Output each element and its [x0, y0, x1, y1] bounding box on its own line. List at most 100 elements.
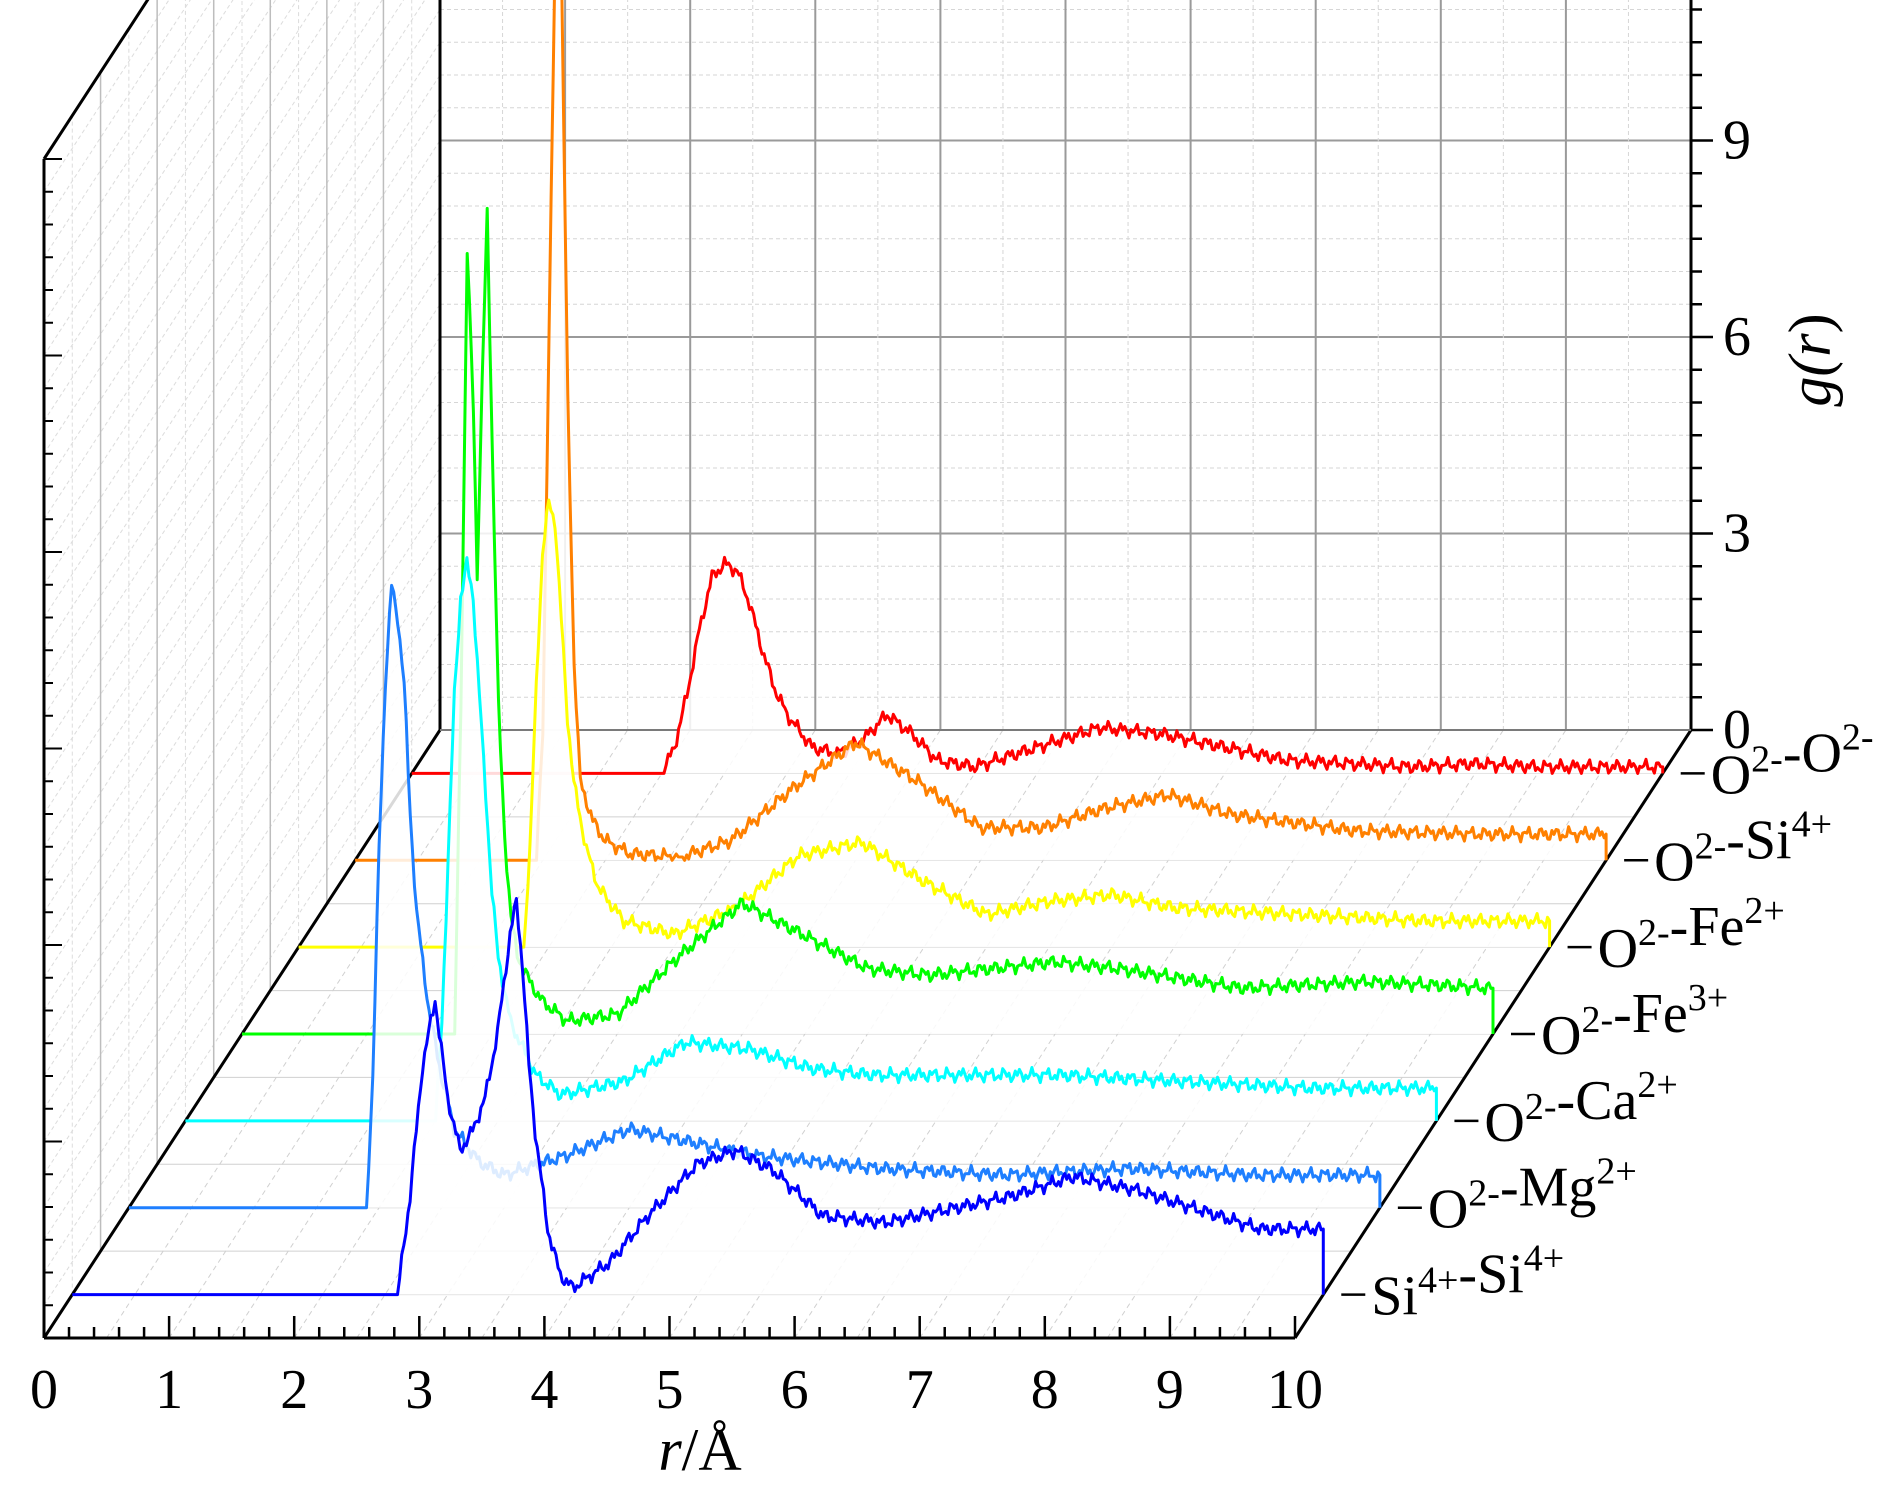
series-label: O2--Ca2+ — [1484, 1064, 1677, 1154]
series-label-sup: 4+ — [1792, 803, 1832, 845]
z-tick-label: 6 — [1723, 306, 1751, 368]
series-label: O2--Si4+ — [1654, 803, 1832, 893]
series-fill — [185, 557, 1437, 1121]
x-tick-label: 1 — [155, 1359, 183, 1421]
left-wall-grid — [43, 631, 441, 1241]
frame-edge — [42, 0, 150, 160]
z-axis-title-arg: r — [1777, 333, 1843, 357]
left-wall-grid — [43, 696, 441, 1306]
x-tick-label: 3 — [405, 1359, 433, 1421]
series-line — [128, 583, 1382, 1210]
series-label-sup: 2- — [1842, 716, 1874, 758]
left-wall-grid — [43, 336, 441, 946]
x-axis-title: r/Å — [658, 1417, 741, 1483]
left-wall-grid — [43, 9, 441, 618]
series-label-base: O — [1801, 722, 1841, 784]
series-fill — [298, 500, 1550, 948]
series-label-sup: 2- — [1468, 1173, 1500, 1215]
series-label-sup: 2- — [1581, 999, 1613, 1041]
left-wall-grid — [43, 205, 441, 815]
left-wall-grid — [43, 500, 441, 1110]
series-label-sup: 4+ — [1418, 1260, 1458, 1302]
series-label-base: Mg — [1519, 1157, 1597, 1219]
left-wall-grid — [43, 467, 441, 1077]
z-axis-title: g(r) — [1777, 313, 1843, 406]
series-labels: O2--O2-O2--Si4+O2--Fe2+O2--Fe3+O2--Ca2+O… — [1341, 716, 1874, 1328]
series-fill — [411, 557, 1663, 774]
series-label-sup: 3+ — [1688, 977, 1728, 1019]
left-wall-grid — [43, 0, 341, 455]
left-wall-grid — [43, 0, 255, 324]
x-axis-title-var: r — [658, 1417, 682, 1483]
series-line — [72, 897, 1325, 1297]
left-wall-grid — [43, 238, 441, 848]
z-axis-title-var: g( — [1777, 353, 1843, 407]
series-label-base: O — [1598, 918, 1638, 980]
x-axis-title-unit: /Å — [682, 1417, 742, 1483]
left-wall-grid — [43, 664, 441, 1273]
series-label-base: - — [1670, 896, 1689, 958]
series-label-base: O — [1654, 831, 1694, 893]
series-label-sup: 2- — [1525, 1086, 1557, 1128]
series-layer — [72, 0, 1665, 1297]
left-wall-grid — [43, 0, 298, 389]
left-wall-grid — [43, 402, 441, 1011]
left-wall-grid — [43, 0, 426, 586]
left-wall-grid — [43, 107, 441, 717]
series-fill — [72, 898, 1324, 1295]
series-label-base: Si — [1745, 809, 1792, 871]
left-wall-grid — [43, 0, 213, 258]
series-label-base: Si — [1477, 1244, 1524, 1306]
series-label-base: O — [1541, 1005, 1581, 1067]
series-label-base: - — [1783, 722, 1802, 784]
left-wall-grid — [43, 140, 441, 749]
left-wall-grid — [43, 598, 441, 1208]
series-label-base: - — [1613, 983, 1632, 1045]
left-wall-grid — [43, 0, 405, 553]
x-tick-label: 8 — [1031, 1359, 1059, 1421]
series-label-sup: 2+ — [1637, 1064, 1677, 1106]
left-wall-grid — [43, 434, 441, 1044]
chart-gridlines — [43, 0, 1692, 1339]
series-label-sup: 2- — [1638, 912, 1670, 954]
left-wall-grid — [43, 0, 170, 193]
series-label: O2--O2- — [1711, 716, 1874, 806]
left-wall-grid — [43, 41, 441, 651]
series-label-base: O — [1428, 1179, 1468, 1241]
left-wall-grid — [43, 0, 191, 225]
series-label: O2--Mg2+ — [1428, 1151, 1637, 1241]
series-label-base: - — [1458, 1244, 1477, 1306]
x-tick-label: 10 — [1267, 1359, 1323, 1421]
series-label-base: Ca — [1575, 1070, 1637, 1132]
x-tick-labels: 0 1 2 3 4 5 6 7 8 9 10 — [30, 1359, 1323, 1421]
left-wall-grid — [43, 0, 362, 487]
left-wall-grid — [43, 0, 319, 422]
z-tick-label: 3 — [1723, 503, 1751, 565]
series-label-base: - — [1726, 809, 1745, 871]
left-wall-grid — [43, 271, 441, 880]
x-tick-label: 7 — [906, 1359, 934, 1421]
series-label-sup: 2- — [1695, 825, 1727, 867]
left-wall-grid — [43, 303, 441, 913]
left-wall-grid — [43, 565, 441, 1175]
left-wall-grid — [43, 74, 441, 684]
x-tick-label: 9 — [1156, 1359, 1184, 1421]
z-tick-label: 9 — [1723, 110, 1751, 172]
series-line — [355, 0, 1608, 862]
left-wall-grid — [43, 0, 383, 520]
series-label-base: O — [1484, 1092, 1524, 1154]
series-label: O2--Fe2+ — [1598, 890, 1785, 980]
z-axis-title-close: ) — [1777, 313, 1843, 333]
left-wall-grid — [43, 172, 441, 782]
series-label: O2--Fe3+ — [1541, 977, 1728, 1067]
x-tick-label: 2 — [280, 1359, 308, 1421]
x-tick-label: 4 — [530, 1359, 558, 1421]
series-label-sup: 2+ — [1744, 890, 1784, 932]
series-label-base: Fe — [1688, 896, 1744, 958]
series-label-base: - — [1500, 1157, 1519, 1219]
series-label-base: Fe — [1632, 983, 1688, 1045]
x-tick-label: 6 — [781, 1359, 809, 1421]
series-label-base: Si — [1371, 1266, 1418, 1328]
left-wall-grid — [43, 0, 234, 291]
